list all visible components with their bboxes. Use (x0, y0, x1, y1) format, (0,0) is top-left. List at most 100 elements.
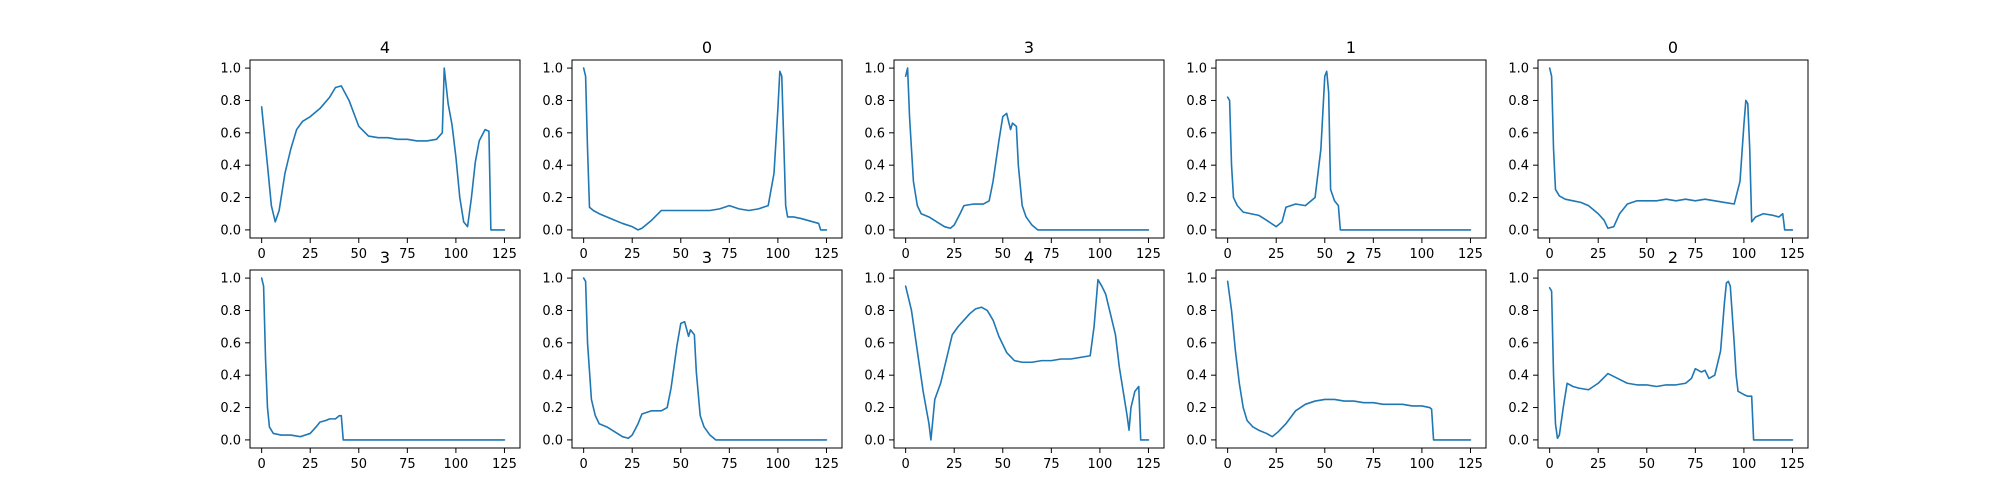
x-tick-label: 0 (1224, 457, 1232, 472)
x-tick-label: 50 (1639, 247, 1656, 262)
axes-frame (571, 59, 843, 239)
x-tick-label: 125 (814, 247, 839, 262)
x-tick-label: 50 (673, 457, 690, 472)
y-tick-label: 1.0 (1186, 272, 1207, 287)
y-tick-label: 1.0 (864, 272, 885, 287)
axes-frame (249, 269, 521, 449)
axes-frame (893, 59, 1165, 239)
x-tick-label: 50 (673, 247, 690, 262)
subplot-7: 0 25 50 75 100 125 0.0 0.2 0.4 0.6 0.8 1.0 3 (542, 248, 843, 472)
x-tick-label: 25 (624, 457, 641, 472)
y-tick-label: 1.0 (542, 62, 563, 77)
y-tick-label: 0.8 (220, 94, 241, 109)
subplot-8: 0 25 50 75 100 125 0.0 0.2 0.4 0.6 0.8 1.0 4 (864, 248, 1165, 472)
y-tick-label: 0.0 (1508, 223, 1529, 238)
x-tick-label: 25 (1590, 247, 1607, 262)
x-tick-label: 125 (1136, 457, 1161, 472)
y-tick-label: 0.8 (542, 94, 563, 109)
y-tick-label: 1.0 (1186, 62, 1207, 77)
y-tick-label: 0.0 (542, 433, 563, 448)
y-tick-label: 1.0 (220, 272, 241, 287)
y-tick-label: 0.2 (1508, 191, 1529, 206)
x-tick-label: 50 (351, 457, 368, 472)
y-tick-label: 0.2 (1186, 191, 1207, 206)
x-tick-label: 25 (302, 457, 319, 472)
y-tick-label: 0.2 (1508, 401, 1529, 416)
y-tick-label: 0.2 (542, 191, 563, 206)
axes-frame (1537, 59, 1809, 239)
y-tick-label: 1.0 (542, 272, 563, 287)
x-tick-label: 125 (1136, 247, 1161, 262)
subplot-title: 0 (702, 38, 712, 57)
x-tick-label: 0 (1224, 247, 1232, 262)
x-tick-label: 75 (1043, 457, 1060, 472)
y-tick-label: 0.4 (1186, 159, 1207, 174)
x-tick-label: 125 (1780, 247, 1805, 262)
y-tick-label: 0.8 (864, 94, 885, 109)
subplot-title: 3 (702, 248, 712, 267)
series-line (582, 277, 828, 441)
x-tick-label: 25 (302, 247, 319, 262)
x-tick-label: 100 (443, 457, 468, 472)
subplot-title: 0 (1668, 38, 1678, 57)
x-tick-label: 25 (1268, 247, 1285, 262)
y-tick-label: 0.0 (220, 433, 241, 448)
y-tick-label: 0.8 (1508, 304, 1529, 319)
y-tick-label: 0.4 (1508, 159, 1529, 174)
axes-frame (1537, 269, 1809, 449)
x-tick-label: 0 (902, 457, 910, 472)
series-line (1548, 67, 1794, 231)
y-tick-label: 0.6 (1508, 126, 1529, 141)
y-tick-label: 0.4 (864, 369, 885, 384)
subplot-title: 4 (380, 38, 390, 57)
x-tick-label: 75 (721, 457, 738, 472)
y-tick-label: 0.6 (542, 126, 563, 141)
series-line (1226, 70, 1472, 231)
x-tick-label: 0 (1546, 457, 1554, 472)
axes-frame (249, 59, 521, 239)
y-tick-label: 0.2 (864, 401, 885, 416)
x-tick-label: 100 (1087, 457, 1112, 472)
y-tick-label: 1.0 (1508, 272, 1529, 287)
x-tick-label: 75 (1365, 457, 1382, 472)
x-tick-label: 0 (258, 457, 266, 472)
x-tick-label: 75 (721, 247, 738, 262)
y-tick-label: 0.2 (542, 401, 563, 416)
x-tick-label: 50 (1317, 247, 1334, 262)
x-tick-label: 0 (1546, 247, 1554, 262)
y-tick-label: 0.4 (1186, 369, 1207, 384)
x-tick-label: 100 (443, 247, 468, 262)
x-tick-label: 50 (1317, 457, 1334, 472)
series-line (1226, 280, 1472, 441)
x-tick-label: 75 (1365, 247, 1382, 262)
y-tick-label: 0.8 (1508, 94, 1529, 109)
x-tick-label: 75 (399, 457, 416, 472)
y-tick-label: 0.0 (542, 223, 563, 238)
y-tick-label: 0.6 (1186, 336, 1207, 351)
subplot-title: 3 (380, 248, 390, 267)
x-tick-label: 100 (1731, 247, 1756, 262)
y-tick-label: 0.4 (542, 159, 563, 174)
x-tick-label: 125 (1458, 247, 1483, 262)
y-tick-label: 0.8 (220, 304, 241, 319)
series-line (1548, 280, 1794, 441)
y-tick-label: 1.0 (864, 62, 885, 77)
axes-frame (571, 269, 843, 449)
y-tick-label: 1.0 (1508, 62, 1529, 77)
y-tick-label: 0.4 (864, 159, 885, 174)
y-tick-label: 0.2 (220, 401, 241, 416)
y-tick-label: 0.8 (542, 304, 563, 319)
y-tick-label: 0.6 (542, 336, 563, 351)
x-tick-label: 25 (1268, 457, 1285, 472)
x-tick-label: 125 (1780, 457, 1805, 472)
x-tick-label: 75 (1687, 457, 1704, 472)
x-tick-label: 100 (1409, 247, 1434, 262)
x-tick-label: 0 (902, 247, 910, 262)
y-tick-label: 0.6 (864, 336, 885, 351)
y-tick-label: 0.4 (542, 369, 563, 384)
x-tick-label: 50 (1639, 457, 1656, 472)
subplot-2: 0 25 50 75 100 125 0.0 0.2 0.4 0.6 0.8 1.0 0 (542, 38, 843, 262)
y-tick-label: 0.4 (1508, 369, 1529, 384)
y-tick-label: 0.0 (1186, 433, 1207, 448)
